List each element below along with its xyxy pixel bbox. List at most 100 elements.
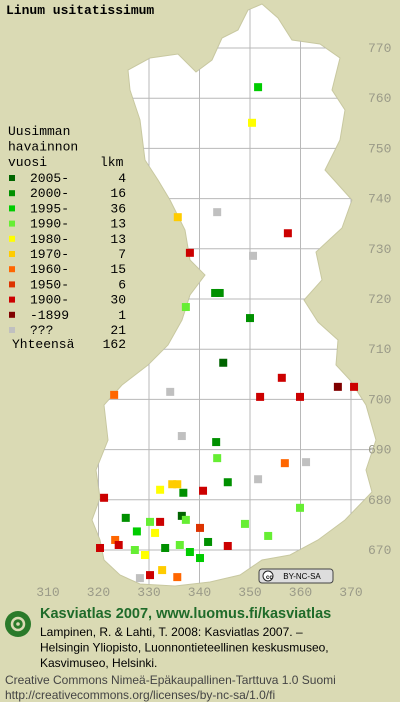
observation-square [181,303,190,312]
observation-square [280,459,289,468]
observation-square [249,251,258,260]
observation-square [333,382,342,391]
observation-square [254,83,263,92]
cc-badge: cc BY-NC-SA [258,568,334,584]
legend-swatch [9,327,15,333]
legend-label: 1970- [30,247,69,262]
observation-square [212,438,221,447]
legend-count: 15 [110,262,126,277]
finland-land [91,3,377,587]
legend-swatch [9,296,15,303]
observation-square [213,208,222,217]
observation-square [302,458,311,467]
legend-swatch [9,281,15,288]
observation-square [132,527,141,536]
observation-square [173,480,182,489]
legend-count: 36 [110,201,126,216]
observation-square [156,517,165,526]
legend-swatch [9,190,15,197]
observation-square [219,358,228,367]
y-grid-label: 720 [368,292,391,307]
badge-text: BY-NC-SA [283,572,321,581]
legend-count: 30 [110,293,126,308]
observation-square [350,382,359,391]
observation-square [246,314,254,323]
legend-total-label: Yhteensä [12,337,75,352]
x-grid-label: 330 [137,585,160,600]
observation-square [96,543,105,552]
y-grid-label: 680 [368,493,391,508]
legend-swatch [9,311,15,318]
y-grid-label: 710 [368,342,391,357]
observation-square [256,392,265,401]
observation-square [185,548,194,557]
legend-swatch [9,251,15,257]
observation-square [277,373,286,382]
observation-square [181,515,190,524]
license-line: Creative Commons Nimeä-Epäkaupallinen-Ta… [5,673,336,687]
x-grid-label: 360 [289,585,312,600]
title: Linum usitatissimum [6,3,154,18]
observation-square [240,519,249,528]
legend-count: 13 [110,217,126,232]
y-grid-label: 750 [368,141,391,156]
observation-square [223,478,232,487]
legend-total: 162 [103,337,126,352]
observation-square [175,540,184,549]
observation-square [168,480,177,489]
observation-square [196,554,205,563]
citation-line: Kasvimuseo, Helsinki. [40,656,157,670]
x-grid-label: 370 [339,585,362,600]
legend-swatch [9,175,15,181]
observation-square [111,535,120,544]
legend-heading: havainnon [8,140,78,155]
y-grid-label: 700 [368,392,391,407]
observation-square [179,488,188,497]
legend-count: 16 [110,186,126,201]
observation-square [140,551,149,560]
legend-label: 2005- [30,171,69,186]
y-grid-label: 730 [368,242,391,257]
logo [5,611,31,637]
observation-square [295,392,304,401]
legend-count: 4 [118,171,126,186]
observation-square [156,485,165,494]
observation-square [204,537,213,546]
legend-swatch [9,220,15,227]
legend-count: 21 [110,323,126,338]
observation-square [199,486,208,495]
x-grid-label: 350 [238,585,261,600]
legend-label: ??? [30,323,53,338]
legend-count-heading: lkm [100,155,124,170]
observation-square [135,574,144,583]
footer-heading: Kasviatlas 2007, www.luomus.fi/kasviatla… [40,606,331,622]
x-grid-label: 320 [87,585,110,600]
observation-square [223,541,232,550]
legend-label: -1899 [30,308,69,323]
legend-heading: vuosi [8,155,47,170]
cc-icon: cc [266,575,273,581]
observation-square [215,288,224,297]
legend-label: 2000- [30,186,69,201]
observation-square [173,573,182,582]
y-grid-label: 740 [368,192,391,207]
observation-square [177,511,186,520]
legend-label: 1950- [30,277,69,292]
observation-square [166,387,175,396]
citation-line: Helsingin Yliopisto, Luonnontieteellinen… [40,641,329,655]
observation-square [151,528,160,537]
legend-heading: Uusimman [8,124,70,139]
y-grid-label: 770 [368,41,391,56]
legend-swatch [9,235,15,242]
observation-square [213,454,222,463]
observations [96,83,359,583]
legend-swatch [9,266,15,273]
legend-count: 7 [118,247,126,262]
observation-square [177,432,186,441]
observation-square [211,288,220,297]
legend-label: 1960- [30,262,69,277]
observation-square [283,229,292,238]
legend-label: 1980- [30,232,69,247]
observation-square [146,571,155,580]
